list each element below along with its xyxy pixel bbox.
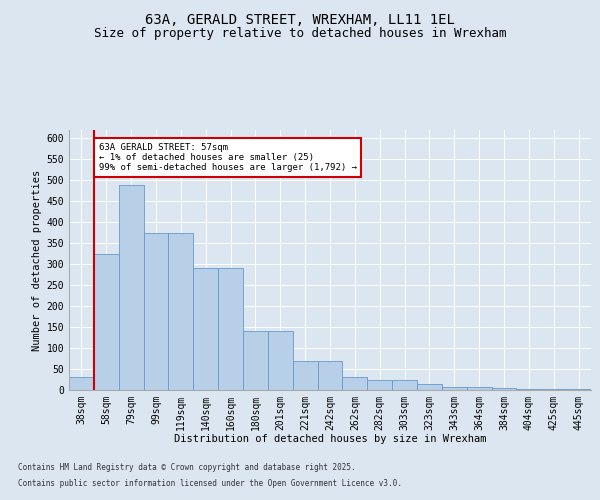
Bar <box>218 268 243 390</box>
Bar <box>541 388 566 390</box>
Bar <box>169 232 193 390</box>
Bar <box>467 386 491 390</box>
Bar <box>243 332 268 390</box>
Bar <box>193 268 218 390</box>
Text: Contains public sector information licensed under the Open Government Licence v3: Contains public sector information licen… <box>18 478 402 488</box>
Bar <box>417 384 442 390</box>
Bar <box>566 388 591 390</box>
Bar <box>69 378 94 390</box>
Text: 63A GERALD STREET: 57sqm
← 1% of detached houses are smaller (25)
99% of semi-de: 63A GERALD STREET: 57sqm ← 1% of detache… <box>99 142 357 172</box>
Bar <box>317 360 343 390</box>
Bar <box>367 380 392 390</box>
Bar <box>343 378 367 390</box>
Bar <box>392 380 417 390</box>
Bar <box>517 388 541 390</box>
Bar <box>442 386 467 390</box>
X-axis label: Distribution of detached houses by size in Wrexham: Distribution of detached houses by size … <box>174 434 486 444</box>
Y-axis label: Number of detached properties: Number of detached properties <box>32 170 43 350</box>
Bar <box>491 388 517 390</box>
Bar <box>293 360 317 390</box>
Bar <box>143 232 169 390</box>
Bar <box>94 254 119 390</box>
Text: 63A, GERALD STREET, WREXHAM, LL11 1EL: 63A, GERALD STREET, WREXHAM, LL11 1EL <box>145 12 455 26</box>
Text: Contains HM Land Registry data © Crown copyright and database right 2025.: Contains HM Land Registry data © Crown c… <box>18 464 356 472</box>
Bar <box>119 184 143 390</box>
Bar <box>268 332 293 390</box>
Text: Size of property relative to detached houses in Wrexham: Size of property relative to detached ho… <box>94 28 506 40</box>
